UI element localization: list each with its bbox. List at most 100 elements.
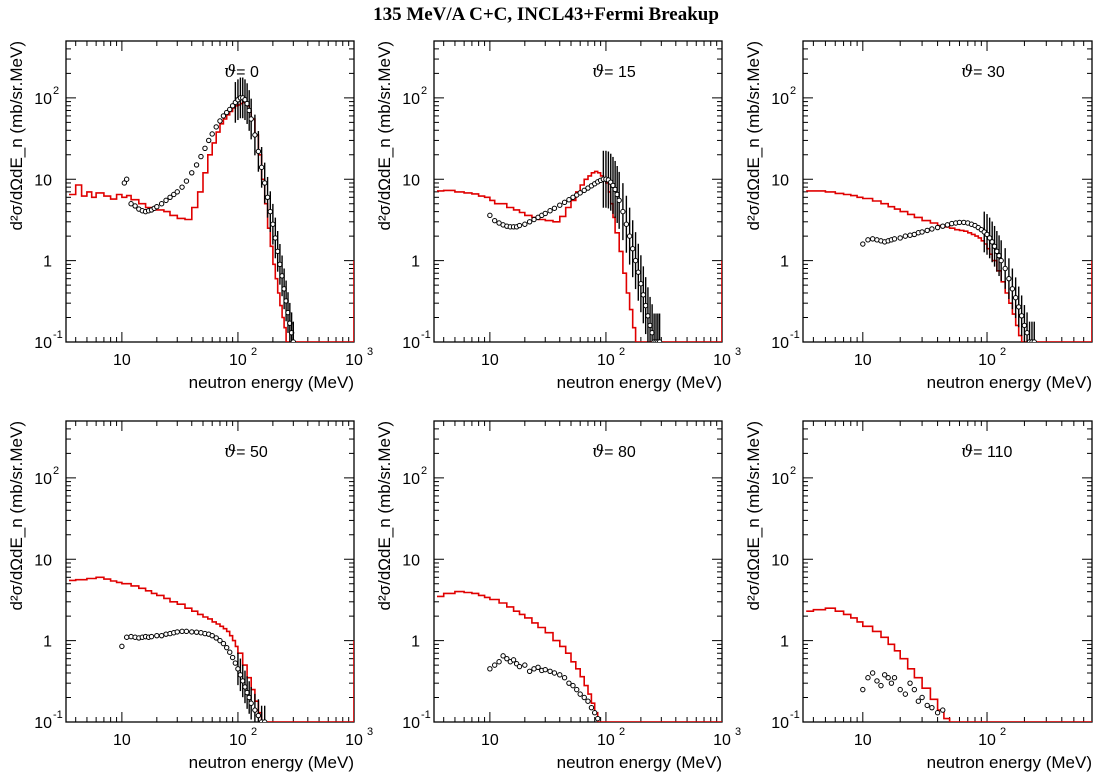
data-point xyxy=(623,221,630,227)
data-point xyxy=(626,233,633,239)
y-tick-label: 1 xyxy=(411,634,420,651)
x-tick-exponent: 2 xyxy=(251,726,257,738)
data-point xyxy=(504,655,510,662)
data-point xyxy=(526,668,533,674)
data-point xyxy=(902,233,909,239)
data-point xyxy=(202,145,208,152)
data-point xyxy=(907,232,913,238)
x-tick-label: 10 xyxy=(597,352,615,369)
x-tick-label: 10 xyxy=(345,352,363,369)
data-point xyxy=(183,178,190,184)
data-point xyxy=(193,629,200,635)
data-point xyxy=(924,702,930,709)
x-axis-label: neutron energy (MeV) xyxy=(189,373,354,392)
data-point xyxy=(119,643,125,650)
data-point xyxy=(588,704,595,711)
x-tick-exponent: 3 xyxy=(367,346,373,358)
data-point xyxy=(1018,313,1025,319)
data-point xyxy=(264,194,271,201)
data-point xyxy=(897,686,903,693)
data-point xyxy=(183,628,190,635)
y-tick-label: 10 xyxy=(402,552,420,569)
x-tick-label: 10 xyxy=(978,352,996,369)
data-point xyxy=(1031,339,1037,342)
model-histogram-line xyxy=(437,170,722,342)
x-tick-label: 10 xyxy=(854,732,872,749)
data-point xyxy=(570,682,576,689)
y-tick-exponent: -1 xyxy=(790,709,800,721)
data-point xyxy=(577,190,583,196)
y-tick-exponent: 2 xyxy=(53,465,59,477)
data-point xyxy=(869,236,876,242)
data-point xyxy=(1002,265,1008,272)
data-point xyxy=(929,226,935,232)
plot-frame xyxy=(802,420,1093,723)
y-axis-label: d²σ/dΩdE_n (mb/sr.MeV) xyxy=(7,41,26,230)
model-histogram-line xyxy=(69,576,354,722)
data-point xyxy=(174,189,180,195)
y-tick-label: 10 xyxy=(771,172,789,189)
data-point xyxy=(252,707,258,713)
y-tick-label: 10 xyxy=(34,552,52,569)
data-point xyxy=(557,202,563,208)
angle-label: ϑ= 50 xyxy=(224,442,268,462)
data-point xyxy=(189,629,195,635)
x-tick-label: 10 xyxy=(597,732,615,749)
data-point xyxy=(566,197,572,203)
data-point xyxy=(522,662,528,668)
y-tick-label: 10 xyxy=(34,335,52,352)
data-point xyxy=(860,686,866,693)
data-point xyxy=(874,678,880,684)
data-point xyxy=(255,148,262,155)
data-point xyxy=(237,672,244,678)
x-tick-label: 10 xyxy=(345,732,363,749)
data-point xyxy=(956,219,963,226)
x-tick-exponent: 2 xyxy=(1000,726,1006,738)
data-point xyxy=(252,132,258,138)
y-tick-exponent: -1 xyxy=(790,329,800,341)
data-point xyxy=(581,694,587,701)
data-point xyxy=(255,712,262,719)
y-tick-label: 1 xyxy=(411,254,420,271)
data-point xyxy=(193,162,200,168)
data-point xyxy=(944,222,951,228)
model-histogram-line xyxy=(806,190,1092,342)
y-tick-label: 10 xyxy=(402,335,420,352)
data-point xyxy=(128,201,134,207)
y-tick-exponent: 2 xyxy=(790,85,796,97)
plot-frame xyxy=(65,420,355,723)
data-point xyxy=(154,632,160,639)
y-tick-exponent: -1 xyxy=(421,329,431,341)
data-point xyxy=(189,170,195,176)
y-tick-label: 10 xyxy=(34,471,52,488)
data-point xyxy=(1021,322,1028,329)
data-point xyxy=(272,235,279,241)
data-point xyxy=(535,664,541,671)
data-point xyxy=(274,248,281,255)
x-tick-exponent: 3 xyxy=(735,346,741,358)
data-point xyxy=(206,137,212,144)
data-point xyxy=(911,686,918,693)
data-point xyxy=(158,632,165,639)
x-tick-label: 10 xyxy=(229,352,247,369)
model-histogram-line xyxy=(806,607,1092,722)
data-point xyxy=(227,649,233,655)
data-point xyxy=(123,634,130,640)
model-histogram-line xyxy=(437,590,722,722)
data-point xyxy=(542,210,548,217)
x-axis-label: neutron energy (MeV) xyxy=(927,373,1092,392)
angle-label: ϑ= 110 xyxy=(961,442,1013,462)
plot-frame xyxy=(802,40,1093,343)
data-point xyxy=(267,208,273,215)
data-point xyxy=(209,131,215,137)
y-tick-label: 10 xyxy=(402,471,420,488)
data-point xyxy=(940,223,946,229)
data-point xyxy=(640,292,647,298)
data-point xyxy=(865,237,871,243)
x-tick-label: 10 xyxy=(481,732,499,749)
x-tick-exponent: 2 xyxy=(619,726,625,738)
